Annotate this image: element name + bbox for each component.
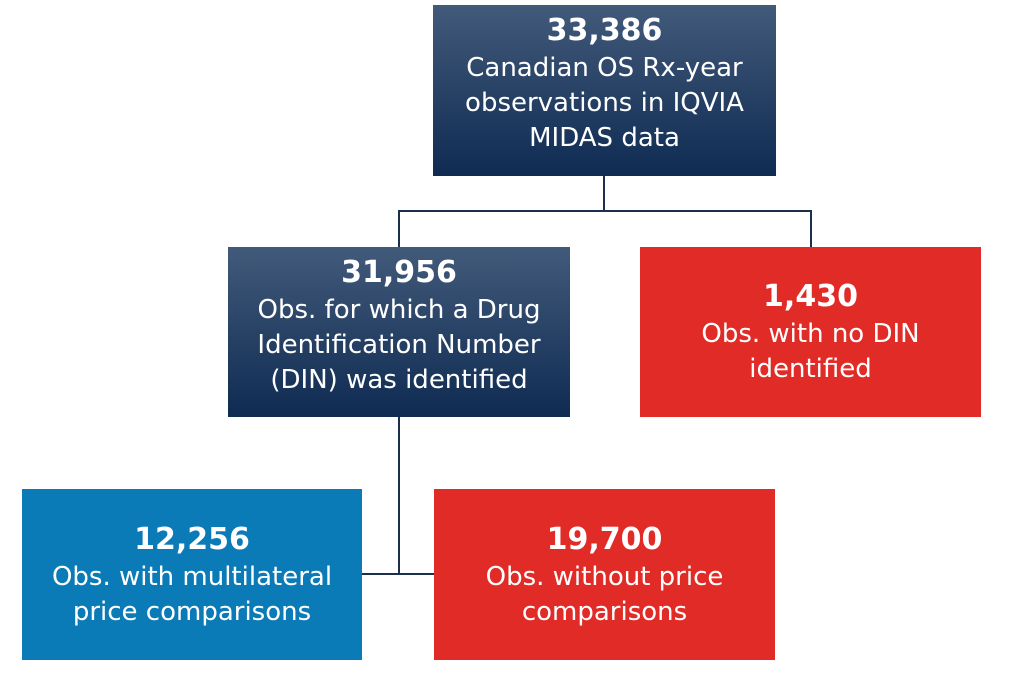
node-label: identified	[749, 354, 872, 384]
node-label: Obs. with no DIN	[701, 319, 920, 349]
node-label: Identification Number	[257, 330, 541, 360]
connector	[604, 210, 812, 247]
node-label: MIDAS data	[529, 123, 680, 153]
node-count: 31,956	[341, 255, 457, 290]
node-count: 12,256	[134, 521, 250, 557]
node-label: Obs. without price	[485, 561, 724, 592]
node: 31,956 Obs. for which a Drug Identificatio…	[228, 247, 570, 417]
node-count: 1,430	[763, 279, 858, 314]
node: 1,430 Obs. with no DIN identified	[640, 247, 981, 417]
node: 12,256 Obs. with multilateral price compar…	[22, 489, 362, 660]
node-label: Obs. for which a Drug	[257, 295, 541, 325]
node-label: price comparisons	[72, 596, 312, 627]
node-label: comparisons	[521, 596, 688, 627]
node-label: Canadian OS Rx-year	[466, 53, 743, 83]
node-label: Obs. with multilateral	[51, 561, 333, 592]
node-count: 33,386	[546, 13, 663, 48]
connector	[398, 176, 605, 247]
node-count: 19,700	[546, 521, 663, 557]
node-label: (DIN) was identified	[270, 365, 528, 395]
node-label: observations in IQVIA	[465, 88, 744, 118]
node: 19,700 Obs. without price comparisons	[434, 489, 775, 660]
connector	[362, 417, 400, 575]
node: 33,386 Canadian OS Rx-year observations in…	[433, 5, 776, 176]
